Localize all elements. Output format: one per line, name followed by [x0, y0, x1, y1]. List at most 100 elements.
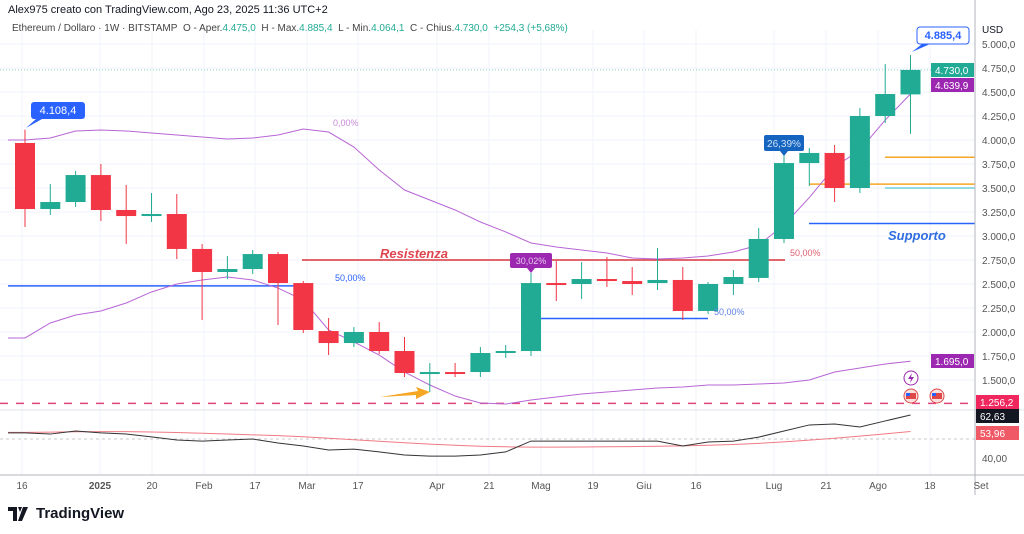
us-flag-icon[interactable]	[929, 388, 945, 404]
close-value: 4.730,0	[454, 23, 488, 34]
price-tick: 4.000,0	[982, 136, 1016, 147]
low-value: 4.064,1	[371, 23, 405, 34]
price-tick: 3.250,0	[982, 208, 1016, 219]
pct-tag-purple: 30,02%	[510, 253, 552, 273]
time-tick: 16	[16, 481, 28, 492]
candle-body[interactable]	[116, 209, 137, 217]
time-tick: Set	[973, 481, 988, 492]
price-tick: 4.250,0	[982, 112, 1016, 123]
price-tick: 5.000,0	[982, 40, 1016, 51]
candle-body[interactable]	[799, 152, 820, 164]
symbol-legend: Ethereum / Dollaro · 1W · BITSTAMP O - A…	[12, 23, 568, 34]
candle-body[interactable]	[596, 279, 617, 282]
candle-body[interactable]	[774, 163, 794, 239]
candle-body[interactable]	[15, 142, 35, 210]
candle-body[interactable]	[748, 238, 769, 278]
lightning-icon[interactable]	[903, 370, 919, 386]
candle-body[interactable]	[900, 69, 921, 95]
price-tick: 2.250,0	[982, 304, 1016, 315]
currency-label: USD	[982, 25, 1003, 36]
candle-body[interactable]	[318, 331, 339, 344]
candle-body[interactable]	[849, 116, 870, 188]
price-chart[interactable]: USD 5.000,0 4.750,0 4.500,0 4.250,0 4.000,0 3.…	[0, 0, 1024, 500]
candle-body[interactable]	[824, 152, 845, 188]
pct-label-blue-left: 50,00%	[335, 273, 366, 283]
price-tick: 3.750,0	[982, 160, 1016, 171]
high-start-tag: 4.108,4	[26, 102, 85, 128]
pct-tag-blue-text: 26,39%	[767, 139, 801, 150]
candle-body[interactable]	[419, 372, 440, 375]
candle-body[interactable]	[369, 332, 390, 352]
rsi-line	[8, 414, 911, 457]
dashed-level-tag: 1.256,2	[980, 398, 1014, 409]
high-label: H - Max.	[261, 23, 300, 34]
rsi-ma-tag-bg	[976, 426, 1019, 440]
time-tick: 21	[820, 481, 832, 492]
pct-label-blue-mid: 50,00%	[714, 307, 745, 317]
high-value: 4.885,4	[299, 23, 333, 34]
candle-body[interactable]	[546, 283, 567, 286]
price-tick: 1.750,0	[982, 352, 1016, 363]
pct-tag-purple-text: 30,02%	[516, 256, 547, 266]
candle-body[interactable]	[470, 353, 491, 373]
candle-body[interactable]	[217, 269, 238, 272]
price-tick: 2.500,0	[982, 280, 1016, 291]
candle-body[interactable]	[445, 372, 466, 375]
pct-label-red: 50,00%	[790, 248, 821, 258]
price-tick: 3.500,0	[982, 184, 1016, 195]
rsi-value-tag: 62,63	[980, 412, 1005, 423]
candle-body[interactable]	[723, 276, 744, 284]
time-tick: 20	[146, 481, 158, 492]
candle-body[interactable]	[672, 279, 693, 311]
price-tick: 1.500,0	[982, 376, 1016, 387]
brand-name: TradingView	[36, 505, 125, 522]
price-tick: 4.750,0	[982, 64, 1016, 75]
candle-body[interactable]	[571, 279, 592, 284]
candle-body[interactable]	[647, 279, 668, 284]
candle-body[interactable]	[622, 281, 643, 284]
candle-body[interactable]	[141, 214, 162, 217]
last-price-tag-bg	[931, 63, 974, 77]
time-tick: 19	[587, 481, 599, 492]
candle-body[interactable]	[343, 332, 364, 344]
candle-body[interactable]	[65, 175, 86, 203]
candle-body[interactable]	[293, 283, 314, 330]
pct-label-0: 0,00%	[333, 118, 359, 128]
author-line: Alex975 creato con TradingView.com, Ago …	[8, 4, 328, 16]
time-tick: 17	[249, 481, 261, 492]
price-tick: 3.000,0	[982, 232, 1016, 243]
support-label: Supporto	[888, 228, 946, 243]
time-tick: Mag	[531, 481, 550, 492]
rsi-ma-line	[8, 430, 911, 448]
price-tick: 2.000,0	[982, 328, 1016, 339]
high-start-text: 4.108,4	[40, 105, 77, 117]
rsi-tick: 40,00	[982, 454, 1007, 465]
time-tick: Giu	[636, 481, 652, 492]
us-flag-icon[interactable]	[903, 388, 919, 404]
open-value: 4.475,0	[222, 23, 256, 34]
price-tick: 2.750,0	[982, 256, 1016, 267]
candle-body[interactable]	[495, 351, 516, 354]
low-label: L - Min.	[338, 23, 372, 34]
candle-body[interactable]	[698, 284, 719, 311]
candle-body[interactable]	[521, 283, 541, 352]
candle-body[interactable]	[40, 202, 61, 210]
candle-body[interactable]	[242, 254, 263, 270]
time-tick: Mar	[298, 481, 316, 492]
candle-body[interactable]	[90, 175, 111, 210]
candle-body[interactable]	[192, 248, 213, 272]
time-tick: Feb	[195, 481, 213, 492]
rsi-value-tag-bg	[976, 409, 1019, 423]
pct-tag-blue: 26,39%	[764, 135, 804, 156]
time-tick: 16	[690, 481, 702, 492]
time-tick: 21	[483, 481, 495, 492]
tradingview-logo[interactable]: TradingView	[8, 505, 124, 522]
dashed-level-tag-bg	[976, 395, 1019, 409]
candle-body[interactable]	[875, 94, 896, 116]
symbol-name[interactable]: Ethereum / Dollaro · 1W · BITSTAMP	[12, 23, 178, 34]
resistance-label: Resistenza	[380, 246, 448, 261]
candle-body[interactable]	[268, 254, 288, 284]
candle-body[interactable]	[166, 214, 187, 249]
high-end-text: 4.885,4	[925, 30, 963, 42]
candle-body[interactable]	[394, 351, 415, 373]
